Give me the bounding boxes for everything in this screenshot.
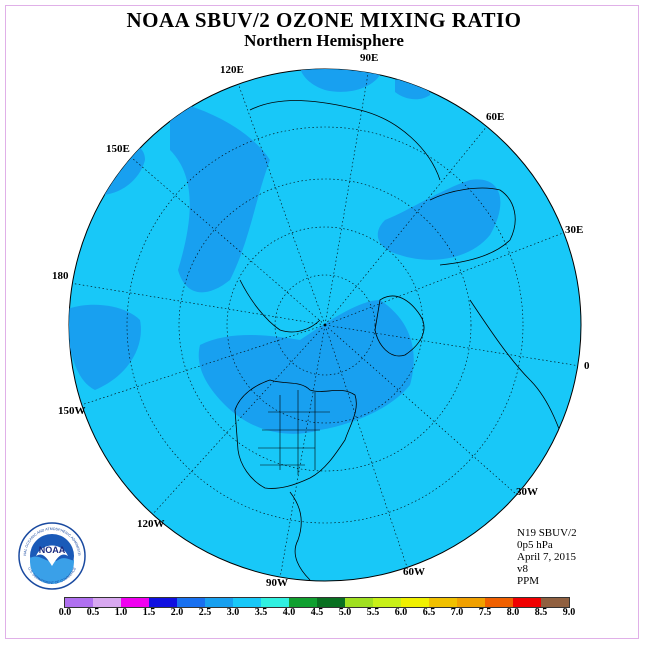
colorbar-swatch — [121, 598, 149, 607]
coast-europe — [429, 187, 516, 266]
colorbar-swatch — [513, 598, 541, 607]
colorbar-tick-label: 5.0 — [338, 607, 352, 618]
info-version: v8 — [517, 563, 528, 575]
colorbar-tick-label: 7.5 — [478, 607, 492, 618]
colorbar-tick-label: 9.0 — [562, 607, 576, 618]
colorbar-swatch — [345, 598, 373, 607]
us-state-grid — [258, 390, 330, 475]
longitude-labels: 90E 60E 30E 0 30W 60W 90W 120W 150W 180 … — [52, 52, 590, 589]
lon-label-30e: 30E — [565, 224, 583, 236]
info-instrument: N19 SBUV/2 — [517, 527, 577, 539]
colorbar-swatch — [289, 598, 317, 607]
colorbar-tick-label: 1.5 — [142, 607, 156, 618]
colorbar-tick-label: 5.5 — [366, 607, 380, 618]
colorbar-tick-label: 0.0 — [58, 607, 72, 618]
colorbar — [64, 597, 570, 608]
colorbar-tick-label: 6.0 — [394, 607, 408, 618]
colorbar-tick-label: 2.0 — [170, 607, 184, 618]
colorbar-labels: 0.0 0.5 1.0 1.5 2.0 2.5 3.0 3.5 4.0 4.5 5.0 5.5 6.0 6… — [0, 607, 648, 621]
colorbar-swatch — [317, 598, 345, 607]
colorbar-tick-label: 8.0 — [506, 607, 520, 618]
coast-central-america — [289, 491, 311, 581]
colorbar-swatch — [93, 598, 121, 607]
colorbar-tick-label: 0.5 — [86, 607, 100, 618]
coast-asia-north — [249, 100, 441, 181]
field-region-pacific — [69, 304, 141, 390]
colorbar-swatch — [177, 598, 205, 607]
lon-label-150w: 150W — [58, 405, 86, 417]
colorbar-swatch — [65, 598, 93, 607]
colorbar-tick-label: 4.5 — [310, 607, 324, 618]
map-title: NOAA SBUV/2 OZONE MIXING RATIO — [126, 8, 522, 32]
colorbar-tick-label: 3.0 — [226, 607, 240, 618]
info-level: 0p5 hPa — [517, 539, 553, 551]
lon-label-150e: 150E — [106, 143, 130, 155]
map-subtitle: Northern Hemisphere — [244, 31, 404, 50]
colorbar-tick-label: 8.5 — [534, 607, 548, 618]
lon-label-180: 180 — [52, 270, 69, 282]
colorbar-swatch — [149, 598, 177, 607]
colorbar-swatch — [373, 598, 401, 607]
info-units: PPM — [517, 575, 540, 587]
logo-text: NOAA — [39, 545, 66, 555]
colorbar-swatch — [541, 598, 569, 607]
info-date: April 7, 2015 — [517, 551, 576, 563]
coast-greenland — [374, 295, 425, 357]
lon-label-60w: 60W — [403, 566, 425, 578]
colorbar-tick-label: 7.0 — [450, 607, 464, 618]
colorbar-swatch — [233, 598, 261, 607]
lon-label-60e: 60E — [486, 111, 504, 123]
lon-label-90e: 90E — [360, 52, 378, 64]
colorbar-tick-label: 2.5 — [198, 607, 212, 618]
lon-label-0: 0 — [584, 360, 590, 372]
info-block: N19 SBUV/2 0p5 hPa April 7, 2015 v8 PPM — [517, 527, 577, 587]
page-frame — [5, 5, 639, 639]
graticule — [69, 69, 581, 579]
colorbar-swatch — [261, 598, 289, 607]
colorbar-tick-label: 3.5 — [254, 607, 268, 618]
field-region-canada — [198, 300, 414, 434]
colorbar-tick-label: 4.0 — [282, 607, 296, 618]
colorbar-swatch — [485, 598, 513, 607]
coast-siberia-alaska — [239, 279, 321, 333]
lon-label-120w: 120W — [137, 518, 165, 530]
colorbar-tick-label: 6.5 — [422, 607, 436, 618]
colorbar-swatch — [457, 598, 485, 607]
colorbar-swatch — [205, 598, 233, 607]
field-region-europe — [377, 179, 501, 260]
field-region-asia — [170, 100, 270, 293]
coast-north-america — [234, 379, 357, 489]
colorbar-swatch — [401, 598, 429, 607]
colorbar-tick-label: 1.0 — [114, 607, 128, 618]
colorbar-swatch — [429, 598, 457, 607]
lon-label-120e: 120E — [220, 64, 244, 76]
noaa-logo: NOAA NATIONAL OCEANIC AND ATMOSPHERIC AD… — [18, 522, 86, 590]
lon-label-90w: 90W — [266, 577, 288, 589]
lon-label-30w: 30W — [516, 486, 538, 498]
